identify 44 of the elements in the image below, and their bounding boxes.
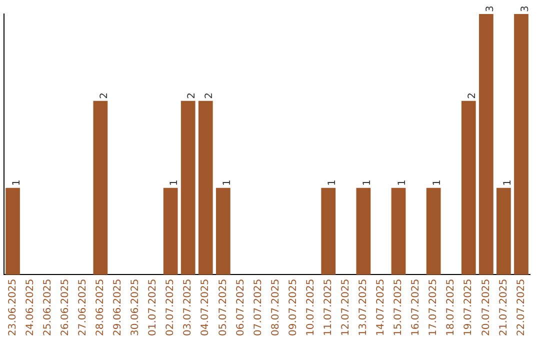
x-tick-label: 01.07.2025 (148, 278, 159, 336)
data-label: 2 (204, 92, 216, 99)
x-tick-label: 14.07.2025 (376, 278, 387, 336)
data-label: 2 (99, 92, 110, 99)
x-tick-label: 02.07.2025 (165, 278, 176, 336)
x-tick-label: 15.07.2025 (393, 278, 404, 336)
data-label: 2 (467, 92, 478, 99)
x-tick-label: 10.07.2025 (305, 278, 316, 336)
x-tick-label: 07.07.2025 (252, 278, 264, 336)
x-tick-label: 12.07.2025 (340, 278, 352, 336)
data-label: 1 (502, 179, 514, 186)
data-label: 1 (397, 179, 408, 186)
x-tick-label: 30.06.2025 (130, 278, 142, 336)
x-tick-label: 28.06.2025 (95, 278, 106, 336)
data-label: 3 (520, 6, 531, 12)
x-tick-label: 03.07.2025 (182, 278, 194, 336)
data-label: 1 (222, 179, 233, 186)
x-tick-label: 11.07.2025 (322, 278, 334, 336)
data-label: 1 (432, 179, 444, 186)
x-tick-label: 22.07.2025 (516, 278, 527, 336)
x-tick-label: 26.06.2025 (60, 278, 71, 336)
x-tick-label: 13.07.2025 (358, 278, 370, 336)
x-tick-label: 09.07.2025 (288, 278, 299, 336)
x-tick-label: 17.07.2025 (428, 278, 440, 336)
x-tick-label: 05.07.2025 (218, 278, 229, 336)
x-tick-label: 18.07.2025 (446, 278, 457, 336)
data-label: 1 (326, 179, 338, 186)
data-label: 2 (186, 92, 198, 99)
x-tick-label: 23.06.2025 (7, 278, 18, 336)
x-tick-label: 29.06.2025 (112, 278, 124, 336)
x-tick-label: 06.07.2025 (235, 278, 246, 336)
x-tick-label: 04.07.2025 (200, 278, 212, 336)
data-label: 1 (362, 179, 374, 186)
x-tick-label: 24.06.2025 (24, 278, 36, 336)
x-tick-label: 08.07.2025 (270, 278, 282, 336)
data-label: 1 (11, 179, 22, 186)
x-tick-label: 27.06.2025 (77, 278, 88, 336)
x-tick-label: 21.07.2025 (498, 278, 510, 336)
data-label: 3 (484, 6, 496, 12)
x-tick-label: 19.07.2025 (463, 278, 474, 336)
x-tick-label: 16.07.2025 (410, 278, 422, 336)
x-tick-label: 20.07.2025 (480, 278, 492, 336)
data-label: 1 (169, 179, 180, 186)
x-tick-label: 25.06.2025 (42, 278, 54, 336)
